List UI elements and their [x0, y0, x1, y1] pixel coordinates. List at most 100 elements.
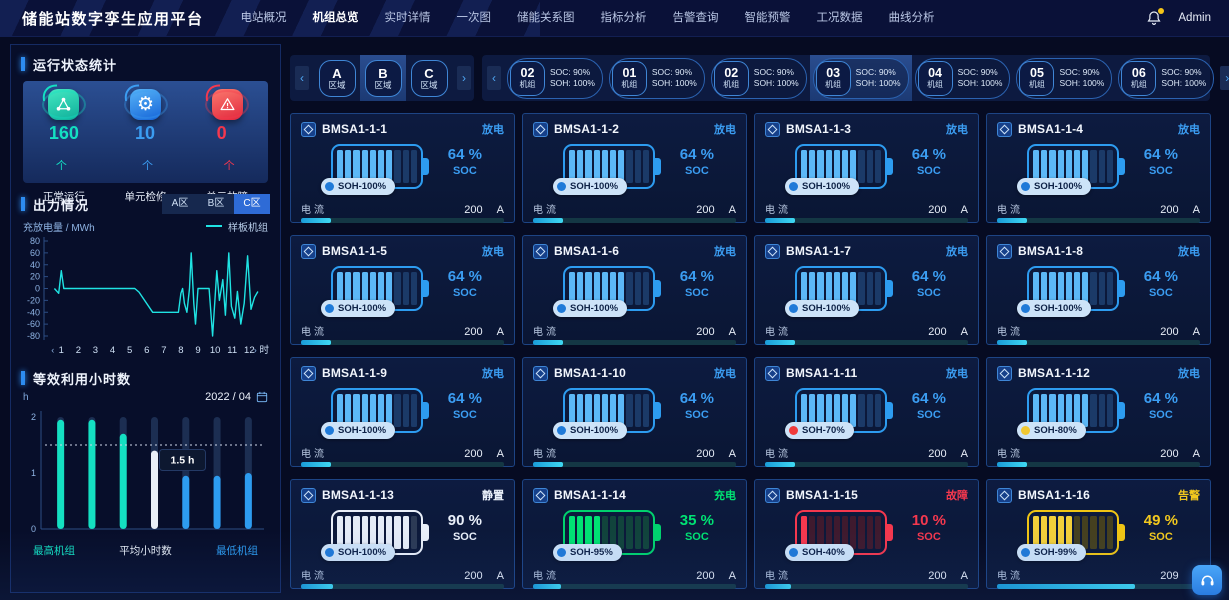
output-section-title: 出力情况	[33, 197, 90, 213]
battery-gauge: SOH-100%	[785, 144, 893, 195]
card-footer: 电流 200 A	[765, 323, 968, 338]
current-unit: A	[1192, 326, 1200, 338]
zone-next-arrow[interactable]: ›	[457, 66, 471, 90]
zone-prev-arrow[interactable]: ‹	[295, 66, 309, 90]
card-header: BMSA1-1-1 放电	[301, 121, 504, 137]
zone-button: C 区域	[410, 59, 448, 97]
unit-prev-arrow[interactable]: ‹	[487, 66, 501, 90]
current-label: 电流	[997, 571, 1023, 582]
current-value: 209	[1160, 570, 1179, 582]
unit-item-3[interactable]: 02 机组 SOC: 90% SOH: 100%	[708, 55, 810, 101]
card-header: BMSA1-1-5 放电	[301, 243, 504, 259]
battery-segment	[618, 272, 625, 305]
nav-item-3[interactable]: 实时详情	[384, 12, 431, 24]
soc-value: 64 %	[447, 268, 482, 285]
soh-dot	[789, 426, 798, 435]
card-title: BMSA1-1-4	[1018, 122, 1084, 136]
battery-card-14[interactable]: BMSA1-1-14 充电 SOH-95% 35 % SOC 电流 200 A	[522, 479, 747, 589]
nav-item-7[interactable]: 告警查询	[672, 12, 719, 24]
battery-card-6[interactable]: BMSA1-1-6 放电 SOH-100% 64 % SOC 电流 200 A	[522, 235, 747, 345]
nav-item-9[interactable]: 工况数据	[816, 12, 863, 24]
battery-card-3[interactable]: BMSA1-1-3 放电 SOH-100% 64 % SOC 电流 200 A	[754, 113, 979, 223]
battery-card-11[interactable]: BMSA1-1-11 放电 SOH-70% 64 % SOC 电流 200 A	[754, 357, 979, 467]
nav-item-5[interactable]: 储能关系图	[517, 12, 575, 24]
date-picker[interactable]: 2022 / 04	[205, 391, 268, 403]
battery-card-15[interactable]: BMSA1-1-15 故障 SOH-40% 10 % SOC 电流 200 A	[754, 479, 979, 589]
battery-segment	[378, 150, 385, 183]
battery-card-8[interactable]: BMSA1-1-8 放电 SOH-100% 64 % SOC 电流 200 A	[986, 235, 1211, 345]
soc-block: 64 % SOC	[1144, 268, 1178, 299]
nav-item-8[interactable]: 智能预警	[744, 12, 791, 24]
user-menu[interactable]: Admin	[1178, 12, 1211, 24]
battery-card-4[interactable]: BMSA1-1-4 放电 SOH-100% 64 % SOC 电流 200 A	[986, 113, 1211, 223]
battery-card-9[interactable]: BMSA1-1-9 放电 SOH-100% 64 % SOC 电流 200 A	[290, 357, 515, 467]
unit-selector: ‹ 02 机组 SOC: 90% SOH: 100% 01 机组 SOC: 90% SOH: …	[482, 55, 1229, 101]
unit-item-1[interactable]: 02 机组 SOC: 90% SOH: 100%	[504, 55, 606, 101]
nav-item-10[interactable]: 曲线分析	[888, 12, 935, 24]
battery-card-1[interactable]: BMSA1-1-1 放电 SOH-100% 64 % SOC 电流 200 A	[290, 113, 515, 223]
unit-item-6[interactable]: 05 机组 SOC: 90% SOH: 100%	[1013, 55, 1115, 101]
card-header: BMSA1-1-11 放电	[765, 365, 968, 381]
battery-segment	[1049, 150, 1056, 183]
unit-next-arrow[interactable]: ›	[1220, 66, 1229, 90]
nav-item-6[interactable]: 指标分析	[600, 12, 647, 24]
unit-item-2[interactable]: 01 机组 SOC: 90% SOH: 100%	[606, 55, 708, 101]
battery-card-5[interactable]: BMSA1-1-5 放电 SOH-100% 64 % SOC 电流 200 A	[290, 235, 515, 345]
zone-item-C[interactable]: C 区域	[406, 55, 452, 101]
battery-card-7[interactable]: BMSA1-1-7 放电 SOH-100% 64 % SOC 电流 200 A	[754, 235, 979, 345]
svg-text:10: 10	[210, 345, 221, 356]
unit-number: 02	[520, 66, 535, 80]
zone-tab-A区[interactable]: A区	[162, 194, 198, 214]
battery-segment	[1065, 394, 1073, 427]
battery-segment	[1074, 272, 1081, 305]
app-title: 储能站数字孪生应用平台	[22, 10, 204, 28]
battery-gauge: SOH-100%	[1017, 144, 1125, 195]
nav-item-2[interactable]: 机组总览	[312, 12, 359, 24]
current-bar	[301, 218, 504, 223]
unit-circle: 02 机组	[713, 60, 749, 96]
soh-dot	[557, 304, 566, 313]
unit-pill: 02 机组 SOC: 90% SOH: 100%	[507, 57, 603, 99]
soc-value: 64 %	[1143, 268, 1178, 285]
unit-soc: SOC: 90%	[1059, 67, 1100, 77]
unit-pill: 04 机组 SOC: 90% SOH: 100%	[914, 57, 1011, 99]
zone-tab-B区[interactable]: B区	[198, 194, 234, 214]
battery-segment	[1082, 394, 1089, 427]
battery-segment	[353, 272, 360, 305]
unit-sub-label: 机组	[723, 80, 740, 89]
zone-item-B[interactable]: B 区域	[360, 55, 406, 101]
soc-block: 64 % SOC	[912, 146, 946, 177]
soc-value: 64 %	[1143, 390, 1178, 407]
output-chart-meta: 充放电量 / MWh 样板机组	[21, 219, 270, 234]
battery-segment	[593, 272, 600, 305]
unit-item-7[interactable]: 06 机组 SOC: 90% SOH: 100%	[1115, 55, 1217, 101]
current-bar-fill	[765, 462, 796, 467]
card-footer: 电流 200 A	[533, 201, 736, 216]
nav-menu: 电站概况 机组总览 实时详情 一次图 储能关系图 指标分析 告警查询 智能预警 工况数据 曲线分析	[228, 0, 948, 36]
battery-card-10[interactable]: BMSA1-1-10 放电 SOH-100% 64 % SOC 电流 200 A	[522, 357, 747, 467]
current-value: 200	[464, 204, 483, 216]
battery-segment	[626, 272, 633, 305]
zone-item-A[interactable]: A 区域	[314, 55, 360, 101]
battery-card-2[interactable]: BMSA1-1-2 放电 SOH-100% 64 % SOC 电流 200 A	[522, 113, 747, 223]
nav-item-1[interactable]: 电站概况	[240, 12, 287, 24]
battery-segment	[626, 516, 633, 549]
stat-label: 单元检修	[124, 191, 167, 203]
battery-segment	[1057, 150, 1064, 183]
unit-item-4[interactable]: 03 机组 SOC: 90% SOH: 100%	[809, 55, 912, 101]
service-button[interactable]	[1192, 565, 1222, 595]
zone-tab-C区[interactable]: C区	[234, 194, 270, 214]
battery-segment	[634, 150, 641, 183]
battery-card-13[interactable]: BMSA1-1-13 静置 SOH-100% 90 % SOC 电流 200 A	[290, 479, 515, 589]
battery-segment	[1041, 150, 1048, 183]
soc-label: SOC	[684, 409, 709, 421]
soh-badge: SOH-100%	[553, 422, 628, 439]
nav-item-4[interactable]: 一次图	[456, 12, 492, 24]
current-bar-fill	[533, 340, 564, 345]
notification-bell-icon[interactable]	[1145, 8, 1165, 27]
unit-item-5[interactable]: 04 机组 SOC: 90% SOH: 100%	[912, 55, 1014, 101]
current-label: 电流	[533, 327, 559, 338]
battery-card-12[interactable]: BMSA1-1-12 放电 SOH-80% 64 % SOC 电流 200 A	[986, 357, 1211, 467]
battery-cap	[1119, 402, 1125, 419]
